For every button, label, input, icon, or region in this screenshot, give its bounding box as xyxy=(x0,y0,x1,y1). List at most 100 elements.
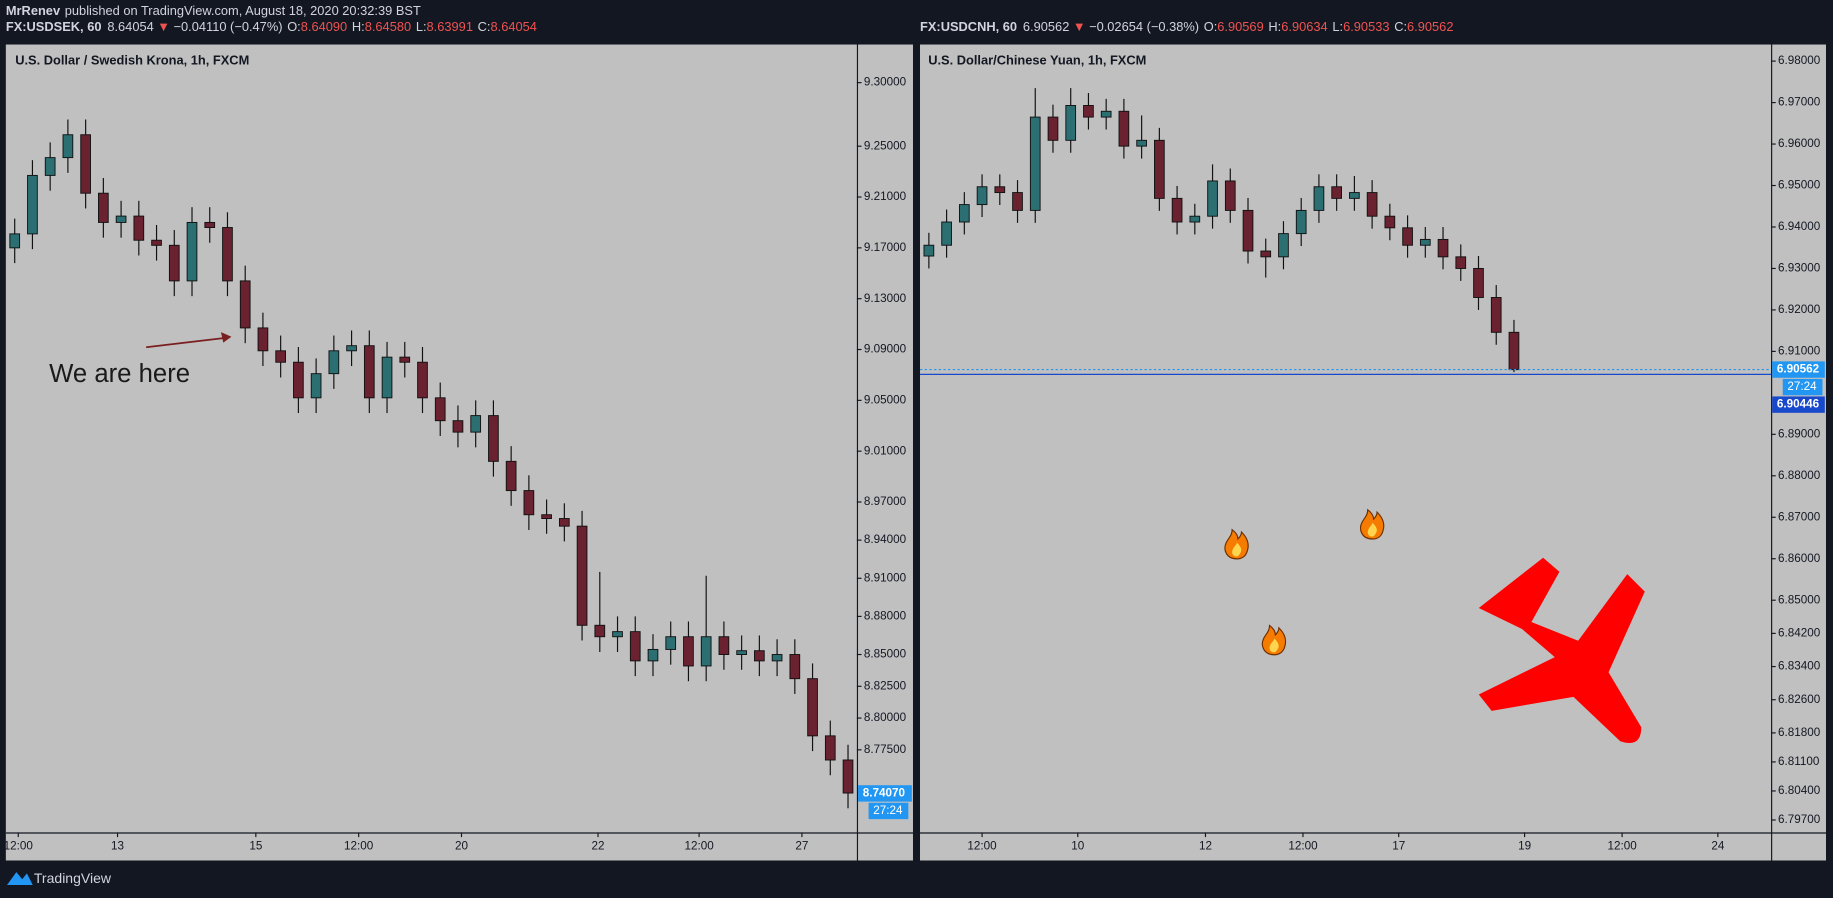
y-tick-label: 6.86000 xyxy=(1778,552,1821,565)
ohlc-label: O: xyxy=(1204,20,1218,35)
x-tick-label: 12:00 xyxy=(967,840,997,853)
pane-title: U.S. Dollar/Chinese Yuan, 1h, FXCM xyxy=(928,52,1146,67)
y-tick-label: 8.94000 xyxy=(864,533,907,546)
y-tick-label: 8.77500 xyxy=(864,743,907,756)
candle-body xyxy=(1508,331,1520,371)
last-price: 8.64054 xyxy=(107,20,153,35)
candle-body xyxy=(754,650,765,662)
author: MrRenev xyxy=(6,3,61,18)
candle-body xyxy=(98,192,109,223)
candle-body xyxy=(151,239,162,246)
ohlc-label: H: xyxy=(1268,20,1281,35)
candle-body xyxy=(771,654,783,662)
ohlc-value: 8.64580 xyxy=(365,20,411,35)
flame-core xyxy=(1269,638,1279,653)
candle-body xyxy=(186,221,198,282)
candle-body xyxy=(994,186,1006,194)
candle-body xyxy=(807,678,818,737)
x-tick-label: 19 xyxy=(1518,840,1531,853)
symbol: FX:USDSEK, 60 xyxy=(6,20,102,35)
candle-body xyxy=(923,244,935,257)
ohlc-label: C: xyxy=(1394,20,1407,35)
candle-body xyxy=(9,233,21,249)
y-tick-label: 6.95000 xyxy=(1778,179,1821,192)
y-tick-label: 8.97000 xyxy=(864,495,907,508)
candle-body xyxy=(1437,238,1449,258)
candle-body xyxy=(941,221,952,246)
candle-body xyxy=(310,373,322,399)
x-tick-label: 12:00 xyxy=(1288,840,1318,853)
candle-body xyxy=(204,221,216,228)
candle-body xyxy=(629,631,641,662)
candle-body xyxy=(239,280,251,329)
candle-body xyxy=(1260,250,1272,258)
candle-body xyxy=(417,361,428,399)
candle-body xyxy=(1366,192,1378,217)
y-tick-label: 9.21000 xyxy=(864,190,907,203)
candle-body xyxy=(1490,297,1502,333)
candle-body xyxy=(1207,180,1218,217)
last-price-box xyxy=(1772,361,1825,378)
x-tick-label: 10 xyxy=(1071,840,1085,853)
y-tick-label: 8.85000 xyxy=(864,648,907,661)
x-tick-label: 12:00 xyxy=(344,840,374,853)
pane-title: U.S. Dollar / Swedish Krona, 1h, FXCM xyxy=(15,52,249,67)
candle-body xyxy=(505,460,517,492)
candle-body xyxy=(399,356,411,363)
candle-body xyxy=(1402,227,1413,246)
candle-body xyxy=(115,215,127,223)
candle-body xyxy=(1100,110,1112,118)
ohlc-value: 6.90569 xyxy=(1217,20,1263,35)
candle-body xyxy=(80,134,91,194)
symbol-legend: FX:USDSEK, 60 8.64054 ▼ −0.04110 (−0.47%) O:… xyxy=(6,20,537,35)
candle-body xyxy=(612,631,623,638)
y-tick-label: 6.81800 xyxy=(1778,726,1821,739)
ohlc-value: 6.90634 xyxy=(1281,20,1327,35)
y-tick-label: 6.84200 xyxy=(1778,626,1821,639)
arrow-head xyxy=(220,332,232,343)
x-tick-label: 17 xyxy=(1392,840,1405,853)
ohlc-value: 6.90562 xyxy=(1407,20,1453,35)
change: −0.02654 (−0.38%) xyxy=(1089,20,1199,35)
y-tick-label: 8.82500 xyxy=(864,679,907,692)
candle-body xyxy=(1349,192,1360,199)
last-price-label: 6.90562 xyxy=(1777,363,1820,376)
candle-body xyxy=(328,350,340,375)
y-tick-label: 9.13000 xyxy=(864,292,907,305)
candle-body xyxy=(1065,105,1077,141)
symbol: FX:USDCNH, 60 xyxy=(920,20,1017,35)
y-tick-label: 6.85000 xyxy=(1778,593,1821,606)
pane xyxy=(920,44,1826,861)
candle-body xyxy=(363,345,375,399)
ohlc-value: 8.64090 xyxy=(301,20,347,35)
candle-body xyxy=(1136,139,1147,147)
down-arrow: ▼ xyxy=(157,20,170,35)
y-tick-label: 9.01000 xyxy=(864,444,907,457)
published: published on TradingView.com, August 18,… xyxy=(65,3,421,18)
arrow xyxy=(146,337,225,349)
candle-body xyxy=(1189,215,1201,223)
last-price-box xyxy=(858,785,912,802)
y-tick-label: 6.81100 xyxy=(1778,755,1820,768)
logo xyxy=(7,872,33,886)
ohlc-label: C: xyxy=(478,20,491,35)
brand: TradingView xyxy=(34,870,112,886)
y-tick-label: 6.93000 xyxy=(1778,262,1821,275)
candle-body xyxy=(594,624,606,638)
countdown-box xyxy=(1782,378,1823,396)
candle-body xyxy=(1455,256,1467,269)
candle-body xyxy=(434,397,446,422)
candle-body xyxy=(452,420,464,433)
last-price: 6.90562 xyxy=(1023,20,1069,35)
candle-body xyxy=(1047,116,1059,141)
y-tick-label: 6.96000 xyxy=(1778,137,1821,150)
ohlc-label: L: xyxy=(416,20,427,35)
x-tick-label: 12:00 xyxy=(684,840,714,853)
candle-body xyxy=(665,636,677,650)
candle-body xyxy=(133,215,145,241)
x-tick-label: 15 xyxy=(249,840,263,853)
y-tick-label: 6.89000 xyxy=(1778,427,1821,440)
candle-body xyxy=(976,186,988,206)
x-tick-label: 22 xyxy=(592,840,605,853)
y-tick-label: 8.88000 xyxy=(864,609,907,622)
